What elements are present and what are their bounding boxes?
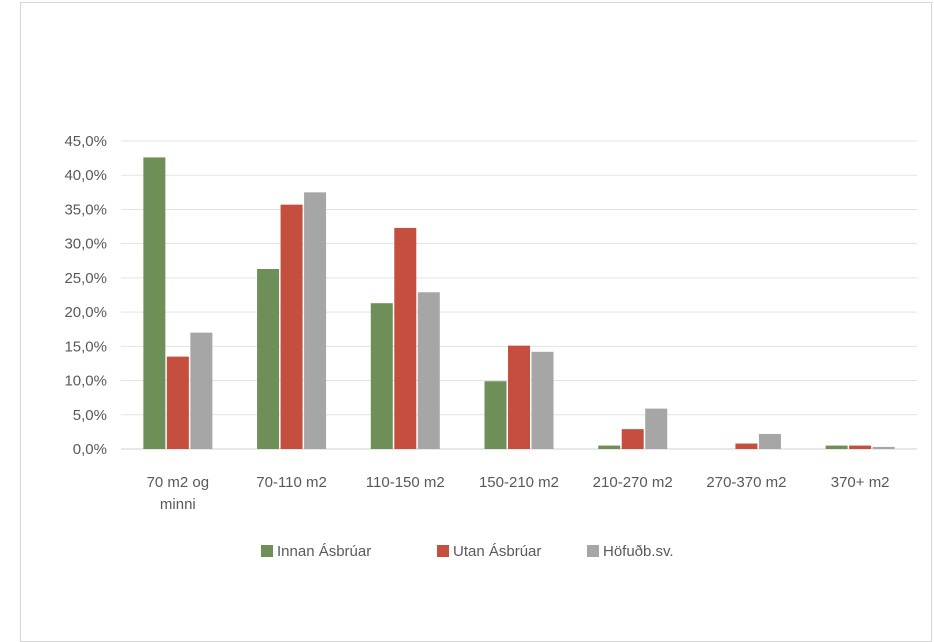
bar xyxy=(531,351,554,449)
y-tick-label: 25,0% xyxy=(64,270,107,287)
legend-label: Höfuðb.sv. xyxy=(603,543,674,560)
bar xyxy=(280,204,303,449)
y-axis-tick-labels: 0,0% 5,0% 10,0% 15,0% 20,0% 25,0% 30,0% 35,0% 40… xyxy=(64,133,107,458)
bar xyxy=(508,345,530,449)
x-tick-label: 70-110 m2 xyxy=(256,474,327,491)
y-tick-label: 15,0% xyxy=(64,338,107,355)
bars xyxy=(143,157,895,450)
bar xyxy=(735,443,758,449)
bar xyxy=(370,303,393,449)
bar xyxy=(166,356,189,449)
y-tick-label: 30,0% xyxy=(64,236,107,253)
x-tick-label: 370+ m2 xyxy=(831,474,890,491)
x-tick-label: 210-270 m2 xyxy=(593,474,673,491)
bar xyxy=(849,445,872,449)
bar xyxy=(257,268,280,449)
bar xyxy=(484,381,507,449)
y-tick-label: 40,0% xyxy=(64,167,107,184)
y-tick-label: 35,0% xyxy=(64,201,107,218)
x-tick-label: 110-150 m2 xyxy=(366,474,445,491)
x-tick-label: 270-370 m2 xyxy=(706,474,786,491)
y-tick-label: 20,0% xyxy=(64,304,107,321)
x-tick-label: minni xyxy=(160,496,196,513)
bar xyxy=(621,429,644,449)
bar xyxy=(645,408,668,449)
bar-chart: 0,0% 5,0% 10,0% 15,0% 20,0% 25,0% 30,0% 35,0% 40… xyxy=(64,133,917,560)
y-tick-label: 0,0% xyxy=(73,441,107,458)
bar xyxy=(872,446,895,449)
bar xyxy=(143,157,166,449)
legend-swatch xyxy=(587,545,599,557)
legend-swatch xyxy=(261,545,273,557)
legend: Innan Ásbrúar Utan Ásbrúar Höfuðb.sv. xyxy=(261,543,674,560)
chart-frame: 0,0% 5,0% 10,0% 15,0% 20,0% 25,0% 30,0% 35,0% 40… xyxy=(20,2,932,642)
y-tick-label: 45,0% xyxy=(64,133,107,150)
bar xyxy=(417,292,440,449)
bar xyxy=(394,227,417,449)
x-tick-label: 70 m2 og xyxy=(147,474,210,491)
y-tick-label: 10,0% xyxy=(64,373,107,390)
legend-label: Innan Ásbrúar xyxy=(277,543,371,560)
y-tick-label: 5,0% xyxy=(73,407,107,424)
x-tick-label: 150-210 m2 xyxy=(479,474,559,491)
bar xyxy=(190,332,213,449)
legend-swatch xyxy=(437,545,449,557)
x-axis-tick-labels: 70 m2 og minni 70-110 m2 110-150 m2 150-210 … xyxy=(147,474,890,513)
legend-label: Utan Ásbrúar xyxy=(453,543,541,560)
bar xyxy=(598,445,621,449)
bar xyxy=(758,433,781,449)
bar xyxy=(825,445,848,449)
gridlines xyxy=(121,140,917,450)
bar xyxy=(304,192,327,450)
